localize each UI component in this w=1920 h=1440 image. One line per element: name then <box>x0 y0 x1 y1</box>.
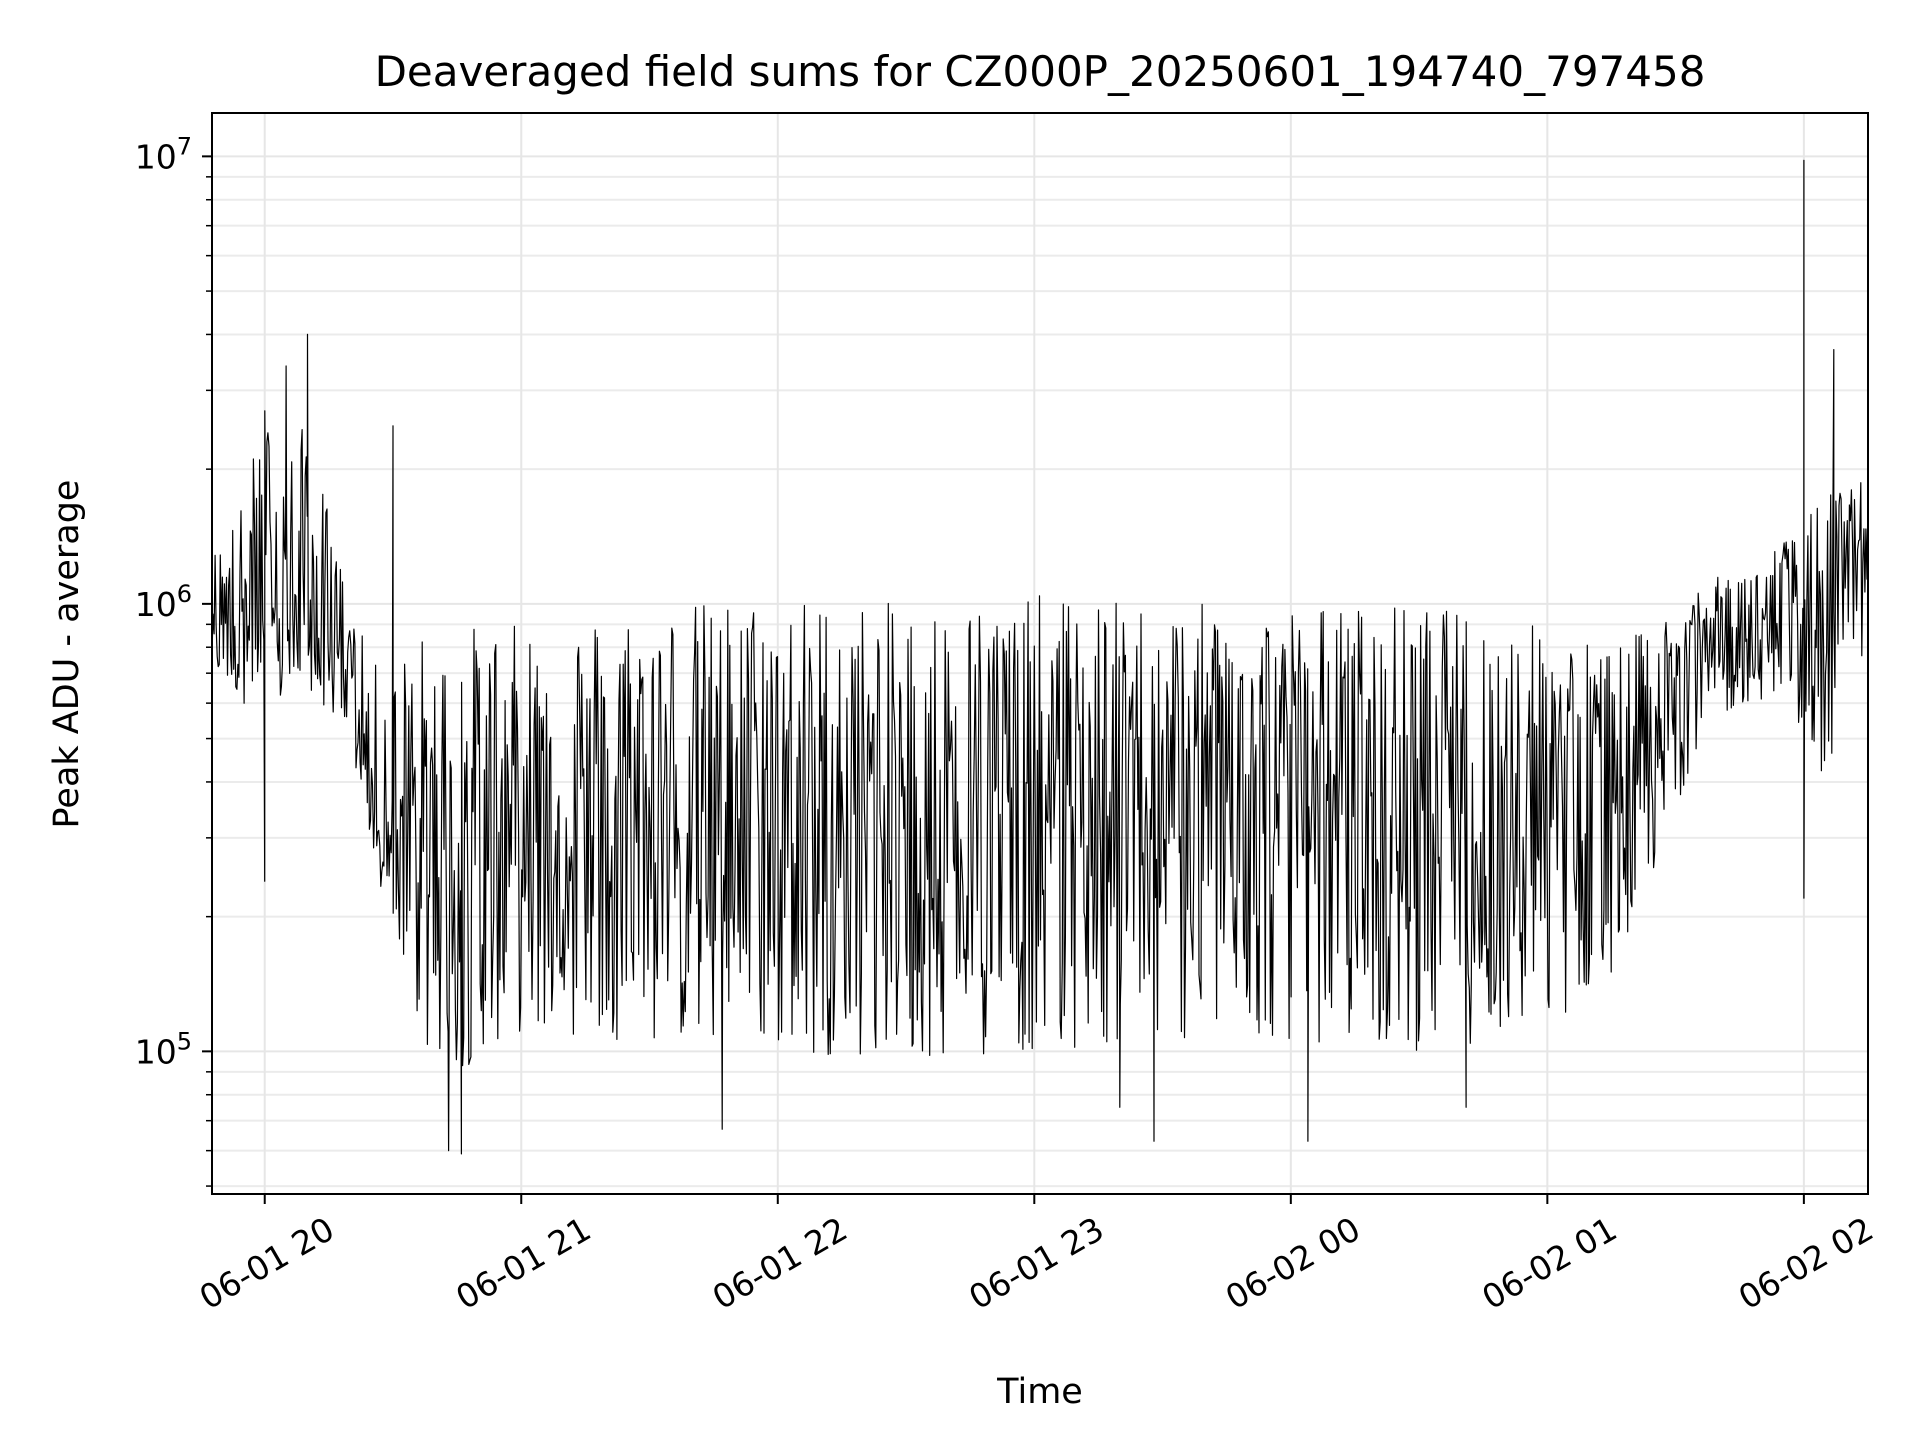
plot-area <box>206 112 1869 1195</box>
y-tick-label: 107 <box>135 132 192 176</box>
chart-title: Deaveraged field sums for CZ000P_2025060… <box>375 47 1706 96</box>
series-line <box>211 159 1869 1155</box>
y-axis: 105 106 107 <box>135 132 212 1071</box>
y-axis-label: Peak ADU - average <box>47 480 87 829</box>
plot-frame <box>211 112 1869 1195</box>
y-tick-label: 105 <box>135 1027 192 1071</box>
y-tick-label: 106 <box>135 580 192 624</box>
series-layer <box>211 159 1869 1155</box>
x-axis-label: Time <box>996 1372 1083 1412</box>
